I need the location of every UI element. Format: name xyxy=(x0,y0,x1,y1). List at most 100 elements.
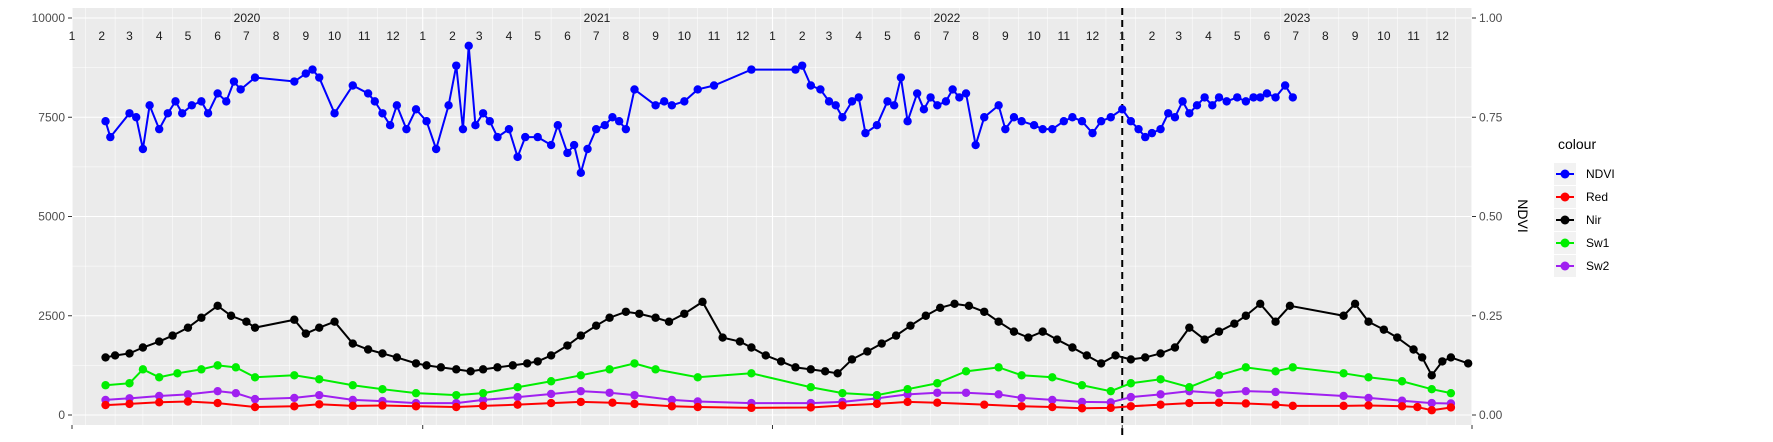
right-axis: 0.00 0.25 0.50 0.75 1.00 xyxy=(1472,11,1503,422)
data-point-ndvi xyxy=(546,140,556,150)
data-point-ndvi xyxy=(955,93,964,102)
data-point-ndvi xyxy=(630,85,639,94)
data-point-ndvi xyxy=(315,73,324,82)
data-point-sw1 xyxy=(1364,373,1373,382)
data-point-sw2 xyxy=(478,395,488,405)
data-point-sw1 xyxy=(348,381,357,390)
left-axis-tick-label: 10000 xyxy=(32,11,66,25)
data-point-nir xyxy=(546,351,556,360)
year-label: 2021 xyxy=(584,11,611,25)
data-point-sw1 xyxy=(838,388,847,398)
data-point-ndvi xyxy=(222,97,231,106)
data-point-ndvi xyxy=(236,85,245,94)
data-point-ndvi xyxy=(308,65,317,74)
data-point-sw1 xyxy=(961,367,971,376)
data-point-sw1 xyxy=(1048,373,1057,382)
data-point-ndvi xyxy=(1088,128,1097,138)
right-axis-title: NDVI xyxy=(1515,199,1531,232)
data-point-nir xyxy=(964,301,974,311)
month-label: 2 xyxy=(449,29,456,43)
data-point-ndvi xyxy=(1068,113,1077,122)
data-point-red xyxy=(101,400,110,410)
data-point-red xyxy=(1339,401,1348,411)
data-point-red xyxy=(933,398,942,407)
data-point-sw1 xyxy=(378,384,387,394)
data-point-sw2 xyxy=(994,390,1003,399)
data-point-ndvi xyxy=(370,97,380,106)
right-axis-tick-label: 0.25 xyxy=(1479,309,1503,323)
month-label: 8 xyxy=(273,29,280,43)
data-point-nir xyxy=(1379,325,1389,334)
data-point-sw2 xyxy=(1126,392,1136,402)
data-point-red xyxy=(1427,406,1436,415)
month-label: 4 xyxy=(506,29,513,43)
data-point-sw2 xyxy=(933,388,942,397)
data-point-ndvi xyxy=(229,77,239,86)
data-point-ndvi xyxy=(896,73,906,82)
data-point-ndvi xyxy=(1141,132,1150,142)
month-labels: 1 2 3 4 5 6 7 8 9 10 11 12 1 2 3 4 5 6 7 8 9 10 11 12 1 2 3 4 5 6 7 8 9 1… xyxy=(69,29,1450,43)
data-point-ndvi xyxy=(933,101,942,110)
data-point-nir xyxy=(1052,335,1062,344)
data-point-red xyxy=(315,400,324,409)
data-point-sw1 xyxy=(138,365,148,374)
series-line-red xyxy=(105,400,1452,412)
data-point-sw1 xyxy=(1106,386,1115,396)
data-point-ndvi xyxy=(980,113,989,122)
data-point-nir xyxy=(138,343,148,352)
data-point-ndvi xyxy=(1038,124,1047,134)
data-point-ndvi xyxy=(145,101,154,110)
month-label: 8 xyxy=(1322,29,1329,43)
data-point-nir xyxy=(980,307,989,316)
data-point-red xyxy=(1106,403,1115,413)
data-point-sw2 xyxy=(348,395,357,405)
data-point-sw1 xyxy=(231,363,241,372)
data-point-ndvi xyxy=(458,124,468,134)
data-point-ndvi xyxy=(471,120,480,130)
data-point-ndvi xyxy=(444,101,453,110)
data-point-nir xyxy=(1024,333,1033,342)
right-axis-tick-label: 0.00 xyxy=(1479,408,1503,422)
data-point-nir xyxy=(1417,353,1427,362)
data-point-ndvi xyxy=(290,77,299,86)
data-point-nir xyxy=(1364,317,1373,326)
data-point-ndvi xyxy=(791,65,800,74)
data-point-ndvi xyxy=(614,117,624,126)
legend-key-point-nir xyxy=(1560,215,1570,225)
data-point-ndvi xyxy=(1271,93,1280,102)
data-point-sw2 xyxy=(1271,387,1280,397)
data-point-red xyxy=(213,398,222,408)
month-label: 8 xyxy=(972,29,979,43)
data-point-red xyxy=(378,401,387,410)
data-point-sw1 xyxy=(1241,363,1251,372)
data-point-sw2 xyxy=(1048,395,1057,405)
data-point-red xyxy=(1364,401,1373,410)
month-label: 10 xyxy=(678,29,692,43)
data-point-ndvi xyxy=(378,109,387,118)
month-label: 12 xyxy=(386,29,400,43)
data-point-sw1 xyxy=(1077,381,1087,390)
data-point-nir xyxy=(242,317,251,326)
data-point-nir xyxy=(363,345,373,354)
left-axis: 0 2500 5000 7500 10000 xyxy=(32,11,1473,429)
data-point-sw2 xyxy=(213,386,222,396)
data-point-nir xyxy=(1230,319,1239,328)
data-point-nir xyxy=(1271,317,1280,326)
data-point-nir xyxy=(776,357,786,366)
data-point-ndvi xyxy=(431,144,441,154)
data-point-red xyxy=(155,398,164,407)
data-point-ndvi xyxy=(926,93,935,102)
data-point-ndvi xyxy=(348,81,357,90)
data-point-nir xyxy=(863,347,872,356)
data-point-nir xyxy=(183,323,193,332)
data-point-nir xyxy=(1350,299,1360,309)
data-point-nir xyxy=(563,341,572,350)
data-point-nir xyxy=(1339,311,1348,320)
month-label: 10 xyxy=(328,29,342,43)
data-point-nir xyxy=(1285,301,1295,311)
data-point-sw1 xyxy=(630,359,639,368)
month-label: 3 xyxy=(126,29,133,43)
data-point-nir xyxy=(891,331,901,340)
data-point-red xyxy=(1156,400,1165,409)
month-label: 6 xyxy=(1264,29,1271,43)
